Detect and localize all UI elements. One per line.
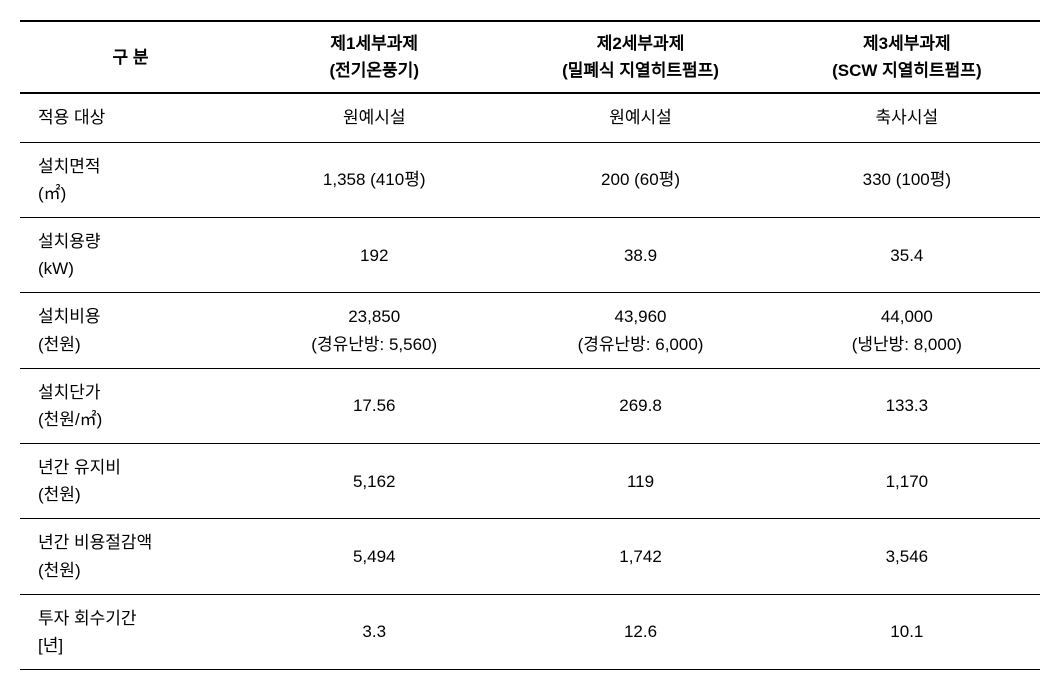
header-category: 구 분 xyxy=(20,21,241,93)
table-header-row: 구 분 제1세부과제 (전기온풍기) 제2세부과제 (밀폐식 지열히트펌프) 제… xyxy=(20,21,1040,93)
cell-value: 5,494 xyxy=(249,543,499,570)
row-label: 적용 대상 xyxy=(20,93,241,142)
cell-value: 38.9 xyxy=(515,242,765,269)
table-cell: 200 (60평) xyxy=(507,142,773,217)
cell-value: 192 xyxy=(249,242,499,269)
row-label: 년간 유지비(천원) xyxy=(20,444,241,519)
header-label: 제2세부과제 xyxy=(515,30,765,57)
row-label-line1: 설치비용 xyxy=(38,303,233,330)
cell-value: 5,162 xyxy=(249,468,499,495)
table-cell: 10.1 xyxy=(774,594,1040,669)
row-label-line1: 년간 비용절감액 xyxy=(38,529,233,556)
row-label-line2: (천원) xyxy=(38,557,233,584)
table-cell: 1,358 (410평) xyxy=(241,142,507,217)
row-label: 설치용량(kW) xyxy=(20,217,241,292)
row-label-line1: 적용 대상 xyxy=(38,104,233,131)
header-label: 제1세부과제 xyxy=(249,30,499,57)
table-cell: 330 (100평) xyxy=(774,142,1040,217)
table-cell: 5,162 xyxy=(241,444,507,519)
row-label: 년간 비용절감액(천원) xyxy=(20,519,241,594)
header-col3: 제3세부과제 (SCW 지열히트펌프) xyxy=(774,21,1040,93)
table-cell: 35.4 xyxy=(774,217,1040,292)
cell-value: 1,170 xyxy=(782,468,1032,495)
row-label-line2: (천원/㎡) xyxy=(38,406,233,433)
table-cell: 17.56 xyxy=(241,368,507,443)
cell-subvalue: (경유난방: 6,000) xyxy=(515,331,765,358)
table-cell: 119 xyxy=(507,444,773,519)
comparison-table: 구 분 제1세부과제 (전기온풍기) 제2세부과제 (밀폐식 지열히트펌프) 제… xyxy=(20,20,1040,670)
table-cell: 12.6 xyxy=(507,594,773,669)
table-row: 투자 회수기간[년] 3.3 12.6 10.1 xyxy=(20,594,1040,669)
table-row: 년간 유지비(천원) 5,162 119 1,170 xyxy=(20,444,1040,519)
row-label-line2: (㎡) xyxy=(38,180,233,207)
table-row: 설치면적(㎡) 1,358 (410평) 200 (60평) 330 (100평) xyxy=(20,142,1040,217)
table-cell: 1,742 xyxy=(507,519,773,594)
table-cell: 133.3 xyxy=(774,368,1040,443)
header-label: 제3세부과제 xyxy=(782,30,1032,57)
cell-value: 269.8 xyxy=(515,392,765,419)
cell-subvalue: (경유난방: 5,560) xyxy=(249,331,499,358)
table-cell: 269.8 xyxy=(507,368,773,443)
cell-value: 3.3 xyxy=(249,618,499,645)
row-label-line2: [년] xyxy=(38,632,233,659)
row-label-line1: 설치면적 xyxy=(38,153,233,180)
cell-value: 축사시설 xyxy=(782,104,1032,131)
cell-value: 330 (100평) xyxy=(782,166,1032,193)
cell-value: 43,960 xyxy=(515,303,765,330)
table-cell: 192 xyxy=(241,217,507,292)
table-row: 적용 대상 원예시설 원예시설 축사시설 xyxy=(20,93,1040,142)
cell-subvalue: (냉난방: 8,000) xyxy=(782,331,1032,358)
row-label-line2: (천원) xyxy=(38,481,233,508)
cell-value: 200 (60평) xyxy=(515,166,765,193)
row-label: 설치비용(천원) xyxy=(20,293,241,368)
table-row: 년간 비용절감액(천원) 5,494 1,742 3,546 xyxy=(20,519,1040,594)
header-sublabel: (SCW 지열히트펌프) xyxy=(782,57,1032,84)
table-cell: 3.3 xyxy=(241,594,507,669)
cell-value: 23,850 xyxy=(249,303,499,330)
cell-value: 1,358 (410평) xyxy=(249,166,499,193)
row-label: 투자 회수기간[년] xyxy=(20,594,241,669)
table-row: 설치용량(kW) 192 38.9 35.4 xyxy=(20,217,1040,292)
cell-value: 35.4 xyxy=(782,242,1032,269)
cell-value: 12.6 xyxy=(515,618,765,645)
table-cell: 원예시설 xyxy=(241,93,507,142)
header-sublabel: (전기온풍기) xyxy=(249,57,499,84)
cell-value: 119 xyxy=(515,468,765,495)
table-cell: 3,546 xyxy=(774,519,1040,594)
table-cell: 원예시설 xyxy=(507,93,773,142)
table-cell: 38.9 xyxy=(507,217,773,292)
header-col1: 제1세부과제 (전기온풍기) xyxy=(241,21,507,93)
cell-value: 133.3 xyxy=(782,392,1032,419)
header-sublabel: (밀폐식 지열히트펌프) xyxy=(515,57,765,84)
row-label-line1: 년간 유지비 xyxy=(38,454,233,481)
table-cell: 축사시설 xyxy=(774,93,1040,142)
row-label-line1: 설치단가 xyxy=(38,379,233,406)
header-label: 구 분 xyxy=(28,44,233,71)
row-label-line1: 투자 회수기간 xyxy=(38,605,233,632)
cell-value: 17.56 xyxy=(249,392,499,419)
table-cell: 1,170 xyxy=(774,444,1040,519)
table-cell: 44,000(냉난방: 8,000) xyxy=(774,293,1040,368)
row-label-line1: 설치용량 xyxy=(38,228,233,255)
cell-value: 원예시설 xyxy=(249,104,499,131)
cell-value: 44,000 xyxy=(782,303,1032,330)
cell-value: 원예시설 xyxy=(515,104,765,131)
table-row: 설치비용(천원)23,850(경유난방: 5,560)43,960(경유난방: … xyxy=(20,293,1040,368)
table-row: 설치단가(천원/㎡) 17.56 269.8 133.3 xyxy=(20,368,1040,443)
table-cell: 43,960(경유난방: 6,000) xyxy=(507,293,773,368)
row-label-line2: (kW) xyxy=(38,255,233,282)
header-col2: 제2세부과제 (밀폐식 지열히트펌프) xyxy=(507,21,773,93)
row-label: 설치단가(천원/㎡) xyxy=(20,368,241,443)
cell-value: 1,742 xyxy=(515,543,765,570)
table-cell: 23,850(경유난방: 5,560) xyxy=(241,293,507,368)
cell-value: 3,546 xyxy=(782,543,1032,570)
table-cell: 5,494 xyxy=(241,519,507,594)
row-label-line2: (천원) xyxy=(38,331,233,358)
cell-value: 10.1 xyxy=(782,618,1032,645)
row-label: 설치면적(㎡) xyxy=(20,142,241,217)
